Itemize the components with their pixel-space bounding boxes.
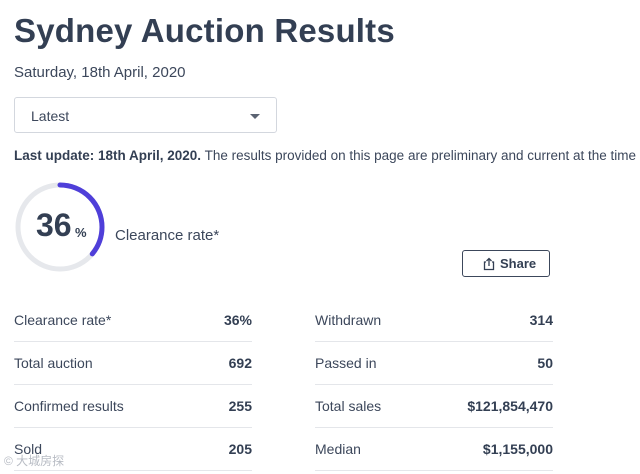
stat-label: Confirmed results	[14, 398, 124, 414]
select-value: Latest	[31, 108, 70, 124]
stat-value: 36%	[223, 312, 252, 328]
stat-label: Median	[315, 441, 361, 457]
stat-value: 314	[529, 312, 553, 328]
stat-label: Total sales	[315, 398, 382, 414]
stat-value: 255	[228, 398, 252, 414]
gauge-value: 36	[36, 207, 72, 243]
stat-row: Confirmed results 255	[14, 385, 252, 428]
last-update-text: The results provided on this page are pr…	[201, 148, 640, 163]
stat-label: Total auction	[14, 355, 93, 371]
stat-value: $1,155,000	[482, 441, 553, 457]
gauge-unit: %	[75, 225, 87, 240]
stat-row: Total auction 692	[14, 342, 252, 385]
stat-label: Clearance rate*	[14, 312, 112, 328]
stat-row: Sold 205	[14, 428, 252, 471]
stat-value: 50	[537, 355, 553, 371]
stat-row: Total sales $121,854,470	[315, 385, 553, 428]
stat-value: $121,854,470	[467, 398, 553, 414]
stats-right-column: Withdrawn 314 Passed in 50 Total sales $…	[315, 299, 553, 471]
stat-row: Passed in 50	[315, 342, 553, 385]
results-period-select[interactable]: Latest	[14, 97, 277, 133]
stat-value: 692	[228, 355, 252, 371]
stat-value: 205	[228, 441, 252, 457]
clearance-rate-gauge	[15, 182, 105, 272]
results-date: Saturday, 18th April, 2020	[14, 64, 186, 81]
stat-label: Sold	[14, 441, 43, 457]
stat-label: Withdrawn	[315, 312, 382, 328]
share-icon	[483, 257, 495, 271]
stat-row: Clearance rate* 36%	[14, 299, 252, 342]
last-update-label: Last update: 18th April, 2020.	[14, 148, 202, 163]
gauge-label: Clearance rate*	[115, 227, 220, 244]
page-title: Sydney Auction Results	[14, 12, 395, 49]
gauge-progress-arc	[15, 182, 105, 272]
stats-left-column: Clearance rate* 36% Total auction 692 Co…	[14, 299, 252, 471]
chevron-down-icon	[250, 114, 260, 119]
stat-label: Passed in	[315, 355, 377, 371]
stat-row: Median $1,155,000	[315, 428, 553, 471]
watermark: © 大城房探	[4, 454, 65, 468]
last-update-note: Last update: 18th April, 2020. The resul…	[14, 148, 640, 163]
stat-row: Withdrawn 314	[315, 299, 553, 342]
share-button[interactable]: Share	[462, 250, 550, 277]
share-label: Share	[500, 256, 537, 271]
